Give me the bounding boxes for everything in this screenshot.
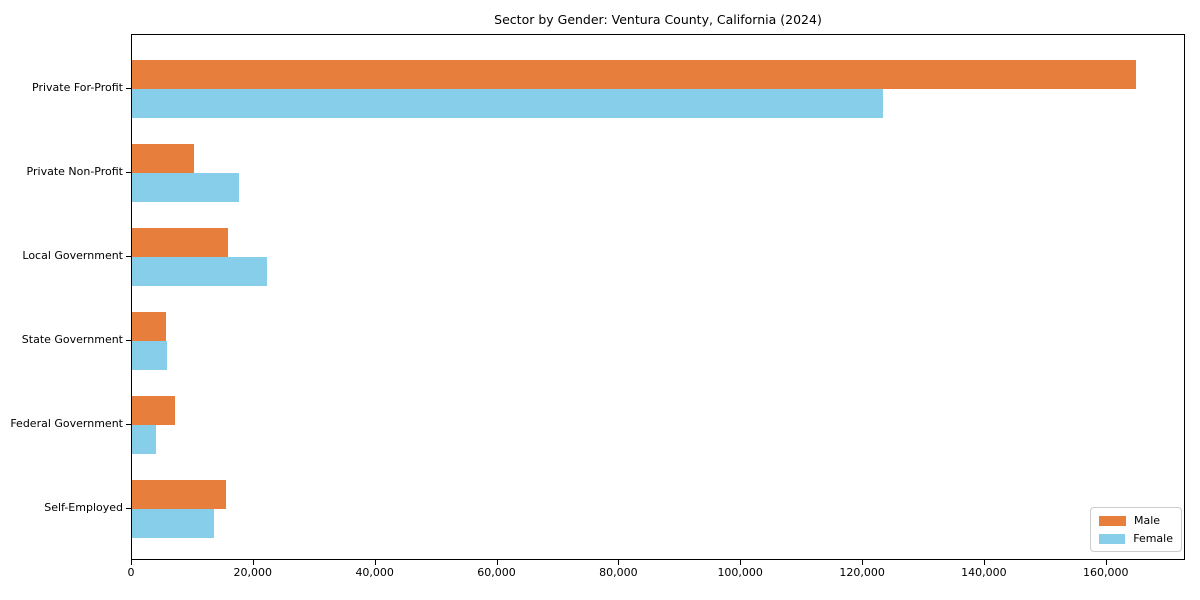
chart-title: Sector by Gender: Ventura County, Califo…	[494, 12, 822, 27]
y-tick-label-private-for-profit: Private For-Profit	[32, 81, 123, 94]
bar-female-private-for-profit	[132, 89, 883, 118]
x-tick-label: 80,000	[599, 566, 638, 579]
x-tick-mark	[131, 560, 132, 565]
legend-label-male: Male	[1134, 514, 1161, 527]
x-tick-mark	[374, 560, 376, 565]
legend-item-male: Male	[1099, 514, 1173, 527]
y-tick-label-private-non-profit: Private Non-Profit	[26, 165, 123, 178]
bar-female-state-government	[132, 341, 168, 370]
x-tick-mark	[862, 560, 864, 565]
y-tick-label-state-government: State Government	[21, 333, 123, 346]
legend: Male Female	[1090, 507, 1182, 552]
x-tick-mark	[1105, 560, 1107, 565]
bar-male-state-government	[132, 312, 166, 341]
bar-male-local-government	[132, 228, 229, 257]
bar-female-federal-government	[132, 425, 156, 454]
plot-area	[131, 34, 1185, 560]
x-tick-label: 40,000	[355, 566, 394, 579]
bar-female-private-non-profit	[132, 173, 240, 202]
y-tick-mark	[126, 256, 131, 257]
male-color-swatch	[1099, 515, 1126, 526]
bar-male-private-non-profit	[132, 144, 195, 173]
bar-male-private-for-profit	[132, 60, 1136, 89]
x-tick-label: 140,000	[961, 566, 1007, 579]
bar-female-local-government	[132, 257, 267, 286]
x-tick-label: 0	[127, 566, 135, 579]
y-tick-mark	[126, 340, 131, 341]
x-tick-mark	[252, 560, 254, 565]
legend-item-female: Female	[1099, 532, 1173, 545]
x-tick-mark	[496, 560, 498, 565]
y-tick-label-federal-government: Federal Government	[10, 417, 123, 430]
x-tick-mark	[618, 560, 620, 565]
x-tick-label: 100,000	[717, 566, 763, 579]
y-tick-mark	[126, 508, 131, 509]
bar-male-federal-government	[132, 396, 176, 425]
x-tick-mark	[983, 560, 985, 565]
x-tick-label: 60,000	[477, 566, 516, 579]
x-tick-label: 160,000	[1083, 566, 1129, 579]
x-tick-mark	[740, 560, 742, 565]
y-tick-label-self-employed: Self-Employed	[44, 501, 123, 514]
x-tick-label: 120,000	[839, 566, 885, 579]
bar-female-self-employed	[132, 509, 214, 538]
y-tick-label-local-government: Local Government	[22, 249, 123, 262]
legend-label-female: Female	[1133, 532, 1173, 545]
x-tick-label: 20,000	[233, 566, 273, 579]
y-tick-mark	[126, 172, 131, 173]
y-tick-mark	[126, 88, 131, 89]
bar-male-self-employed	[132, 480, 226, 509]
y-tick-mark	[126, 424, 131, 425]
female-color-swatch	[1099, 533, 1126, 544]
